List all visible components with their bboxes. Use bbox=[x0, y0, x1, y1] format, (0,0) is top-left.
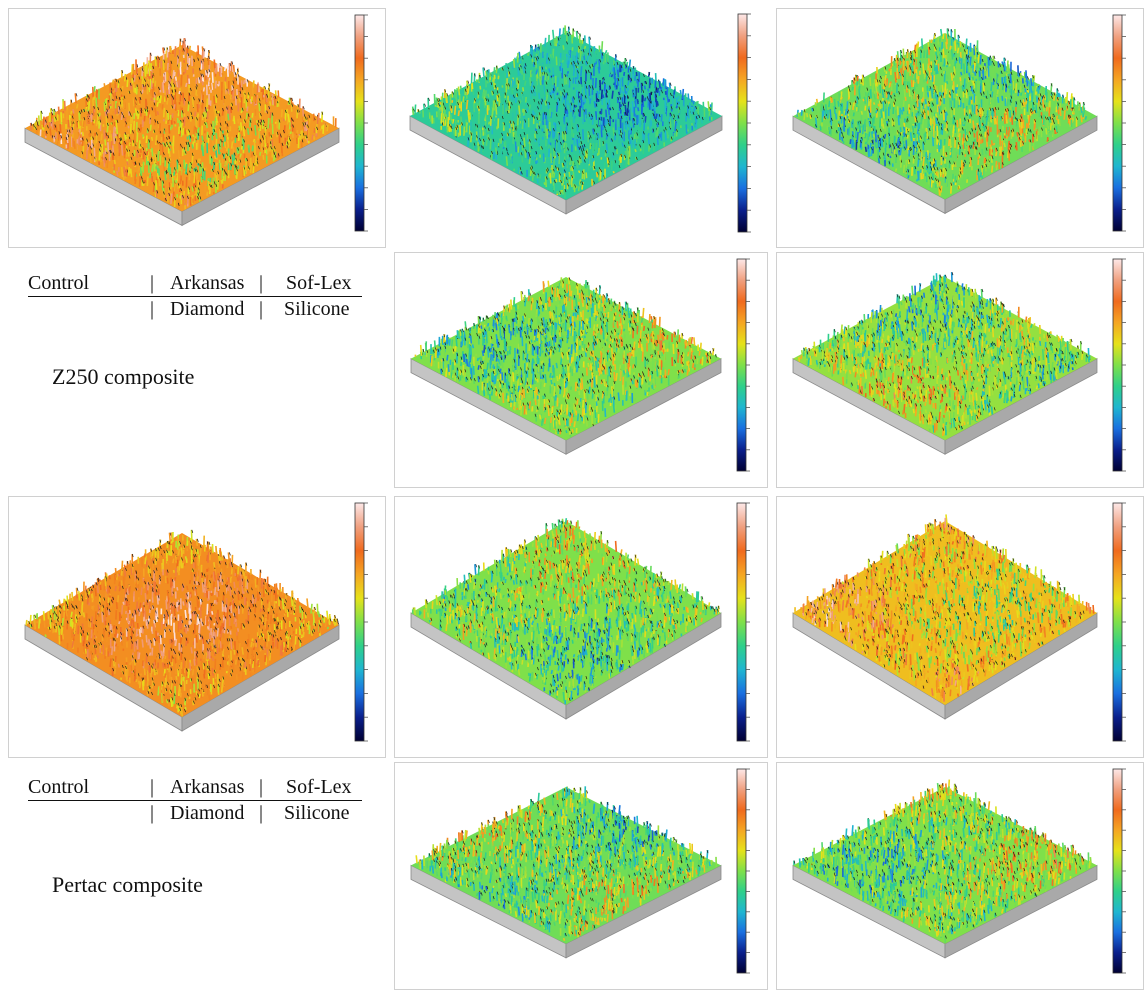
surface-plot-z250-arkansas bbox=[394, 8, 768, 248]
surface-texture bbox=[793, 779, 1092, 943]
slab-side bbox=[181, 624, 340, 732]
surface-texture bbox=[415, 786, 718, 942]
surface-render bbox=[792, 14, 1126, 232]
composite-title: Z250 composite bbox=[52, 364, 194, 390]
surface-plot-pertac-arkansas bbox=[394, 496, 768, 758]
label-arkansas: Arkansas bbox=[170, 776, 244, 799]
slab-side bbox=[944, 115, 1098, 215]
separator: | bbox=[150, 298, 154, 321]
label-arkansas: Arkansas bbox=[170, 272, 244, 295]
surface-texture bbox=[25, 529, 340, 717]
surface-texture bbox=[798, 271, 1091, 436]
caption-bottom-row: | Diamond | Silicone bbox=[28, 298, 368, 320]
label-sof-lex: Sof-Lex bbox=[286, 776, 352, 799]
surface-plot-pertac-control bbox=[8, 496, 386, 758]
surface-render bbox=[24, 14, 368, 232]
surface-plot-pertac-silicone bbox=[776, 762, 1144, 990]
surface-plot-z250-diamond bbox=[394, 252, 768, 488]
label-control: Control bbox=[28, 272, 89, 295]
colorbar-legend bbox=[1112, 14, 1123, 232]
surface-render bbox=[409, 13, 751, 233]
label-sof-lex: Sof-Lex bbox=[286, 272, 352, 295]
label-diamond: Diamond bbox=[170, 298, 244, 321]
surface-texture bbox=[411, 25, 713, 199]
label-silicone: Silicone bbox=[284, 298, 350, 321]
separator: | bbox=[150, 272, 154, 295]
caption-top-row: Control | Arkansas | Sof-Lex bbox=[28, 776, 368, 798]
surface-texture bbox=[796, 28, 1088, 196]
caption-underline bbox=[28, 800, 362, 801]
surface-texture bbox=[29, 37, 337, 210]
surface-render bbox=[792, 768, 1126, 974]
surface-plot-z250-sof-lex bbox=[776, 8, 1144, 248]
surface-render bbox=[410, 258, 750, 472]
colorbar-legend bbox=[354, 14, 365, 232]
surface-render bbox=[410, 502, 750, 742]
surface-render bbox=[24, 502, 368, 742]
label-control: Control bbox=[28, 776, 89, 799]
slab-side bbox=[565, 864, 722, 959]
colorbar-legend bbox=[737, 13, 748, 233]
colorbar-legend bbox=[354, 502, 365, 742]
slab-side bbox=[565, 612, 722, 720]
colorbar-legend bbox=[736, 768, 747, 974]
colorbar-legend bbox=[736, 502, 747, 742]
separator: | bbox=[150, 802, 154, 825]
separator: | bbox=[259, 298, 263, 321]
surface-render bbox=[792, 502, 1126, 742]
separator: | bbox=[259, 776, 263, 799]
separator: | bbox=[259, 272, 263, 295]
colorbar-legend bbox=[1112, 502, 1123, 742]
slab-side bbox=[944, 612, 1098, 720]
z250-caption: Control | Arkansas | Sof-Lex | Diamond |… bbox=[28, 272, 378, 472]
slab-side bbox=[565, 357, 722, 455]
colorbar-legend bbox=[1112, 258, 1123, 472]
label-diamond: Diamond bbox=[170, 802, 244, 825]
surface-texture bbox=[411, 518, 720, 705]
caption-underline bbox=[28, 296, 362, 297]
colorbar-legend bbox=[736, 258, 747, 472]
surface-texture bbox=[794, 514, 1095, 703]
caption-bottom-row: | Diamond | Silicone bbox=[28, 802, 368, 824]
surface-render bbox=[410, 768, 750, 974]
composite-title: Pertac composite bbox=[52, 872, 203, 898]
slab-side bbox=[944, 357, 1098, 455]
separator: | bbox=[259, 802, 263, 825]
separator: | bbox=[150, 776, 154, 799]
surface-plot-z250-control bbox=[8, 8, 386, 248]
surface-plot-pertac-diamond bbox=[394, 762, 768, 990]
caption-top-row: Control | Arkansas | Sof-Lex bbox=[28, 272, 368, 294]
label-silicone: Silicone bbox=[284, 802, 350, 825]
surface-face bbox=[793, 277, 1097, 441]
colorbar-legend bbox=[1112, 768, 1123, 974]
surface-face bbox=[411, 787, 721, 944]
surface-plot-z250-silicone bbox=[776, 252, 1144, 488]
surface-texture bbox=[414, 277, 717, 438]
pertac-caption: Control | Arkansas | Sof-Lex | Diamond |… bbox=[28, 776, 378, 986]
surface-render bbox=[792, 258, 1126, 472]
surface-plot-pertac-sof-lex bbox=[776, 496, 1144, 758]
